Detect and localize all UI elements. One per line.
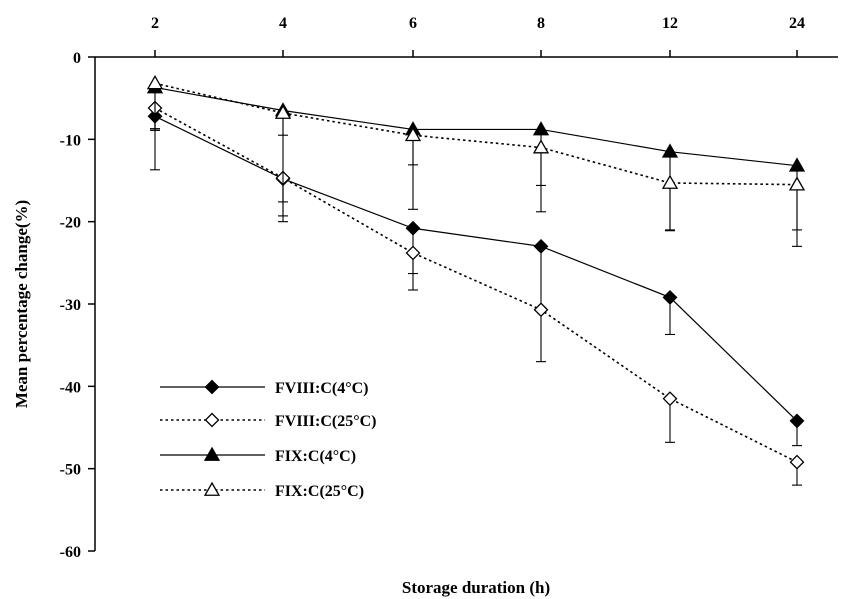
data-point xyxy=(788,176,806,191)
x-ticks: 2 4 6 8 12 24 xyxy=(151,15,805,57)
x-tick-label: 2 xyxy=(151,15,159,32)
legend-marker xyxy=(203,481,221,496)
data-point xyxy=(404,126,422,142)
y-tick-label: -10 xyxy=(60,132,81,149)
y-tick-label: -60 xyxy=(60,544,81,561)
data-point xyxy=(533,302,549,318)
data-point xyxy=(662,289,678,305)
y-tick-label: -20 xyxy=(60,215,81,232)
series-line xyxy=(154,107,798,463)
data-point xyxy=(661,174,679,189)
data-point xyxy=(661,143,679,158)
series-4 xyxy=(146,75,806,247)
series-1 xyxy=(147,108,805,447)
series-3 xyxy=(146,79,806,231)
data-point xyxy=(532,121,550,136)
x-tick-label: 4 xyxy=(279,15,287,32)
legend-marker xyxy=(204,379,220,395)
series-line xyxy=(154,86,798,167)
y-tick-label: -50 xyxy=(60,462,81,479)
y-tick-label: -30 xyxy=(60,297,81,314)
y-tick-label: 0 xyxy=(73,50,81,67)
plot-area xyxy=(146,75,806,486)
legend-label: FIX:C(25°C) xyxy=(275,483,364,500)
y-axis-title: Mean percentage change(%) xyxy=(12,200,31,408)
data-point xyxy=(789,413,805,429)
series-2 xyxy=(147,100,805,486)
data-point xyxy=(533,238,549,254)
x-tick-label: 12 xyxy=(662,15,678,32)
x-tick-label: 6 xyxy=(409,15,417,32)
legend-marker xyxy=(203,446,221,461)
y-ticks: 0 -10 -20 -30 -40 -50 -60 xyxy=(60,50,95,561)
data-point xyxy=(274,104,292,119)
data-point xyxy=(532,139,550,154)
legend-marker xyxy=(204,412,220,428)
data-point xyxy=(789,454,805,470)
legend: FVIII:C(4°C) FVIII:C(25°C) FIX:C(4°C) FIX:C… xyxy=(160,379,377,500)
data-point xyxy=(405,220,421,236)
x-tick-label: 24 xyxy=(789,15,805,32)
data-point xyxy=(146,75,164,90)
x-axis-title: Storage duration (h) xyxy=(402,578,550,597)
data-point xyxy=(662,391,678,407)
y-tick-label: -40 xyxy=(60,379,81,396)
legend-label: FVIII:C(25°C) xyxy=(275,413,377,430)
data-point xyxy=(405,245,421,261)
x-tick-label: 8 xyxy=(537,15,545,32)
legend-label: FIX:C(4°C) xyxy=(275,448,356,465)
data-point xyxy=(788,157,806,172)
series-line xyxy=(154,82,798,186)
series-line xyxy=(154,115,798,422)
legend-label: FVIII:C(4°C) xyxy=(275,380,369,397)
